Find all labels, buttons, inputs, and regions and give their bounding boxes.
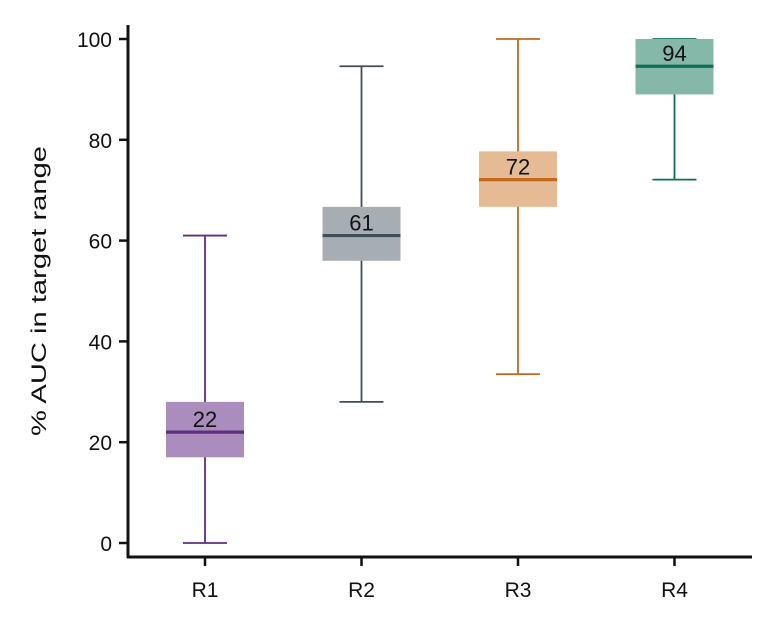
iqr-box bbox=[322, 206, 401, 261]
x-tick-label: R4 bbox=[661, 579, 688, 602]
box-r3: 72 bbox=[479, 38, 557, 376]
x-tick-label: R3 bbox=[505, 579, 532, 602]
median-label: 22 bbox=[193, 407, 217, 432]
median-label: 94 bbox=[662, 41, 686, 66]
y-tick-label: 40 bbox=[89, 331, 112, 354]
x-tick-label: R1 bbox=[192, 579, 219, 602]
box-r4: 94 bbox=[635, 38, 714, 181]
y-tick-label: 100 bbox=[77, 29, 112, 52]
y-tick-label: 60 bbox=[89, 231, 112, 254]
median-label: 61 bbox=[349, 211, 373, 236]
y-axis-label: % AUC in target range bbox=[28, 146, 51, 436]
axes: 0 20 40 60 80 100 R1 R2 R3 R4 bbox=[77, 25, 752, 602]
box-r1: 22 bbox=[166, 234, 244, 544]
median-label: 72 bbox=[506, 155, 530, 180]
y-tick-label: 0 bbox=[100, 533, 112, 556]
box-r2: 61 bbox=[322, 65, 401, 403]
box-series: 22 61 72 94 bbox=[166, 38, 714, 544]
x-tick-label: R2 bbox=[348, 579, 375, 602]
y-tick-label: 20 bbox=[89, 432, 112, 455]
iqr-box bbox=[166, 401, 244, 458]
y-tick-label: 80 bbox=[89, 130, 112, 153]
